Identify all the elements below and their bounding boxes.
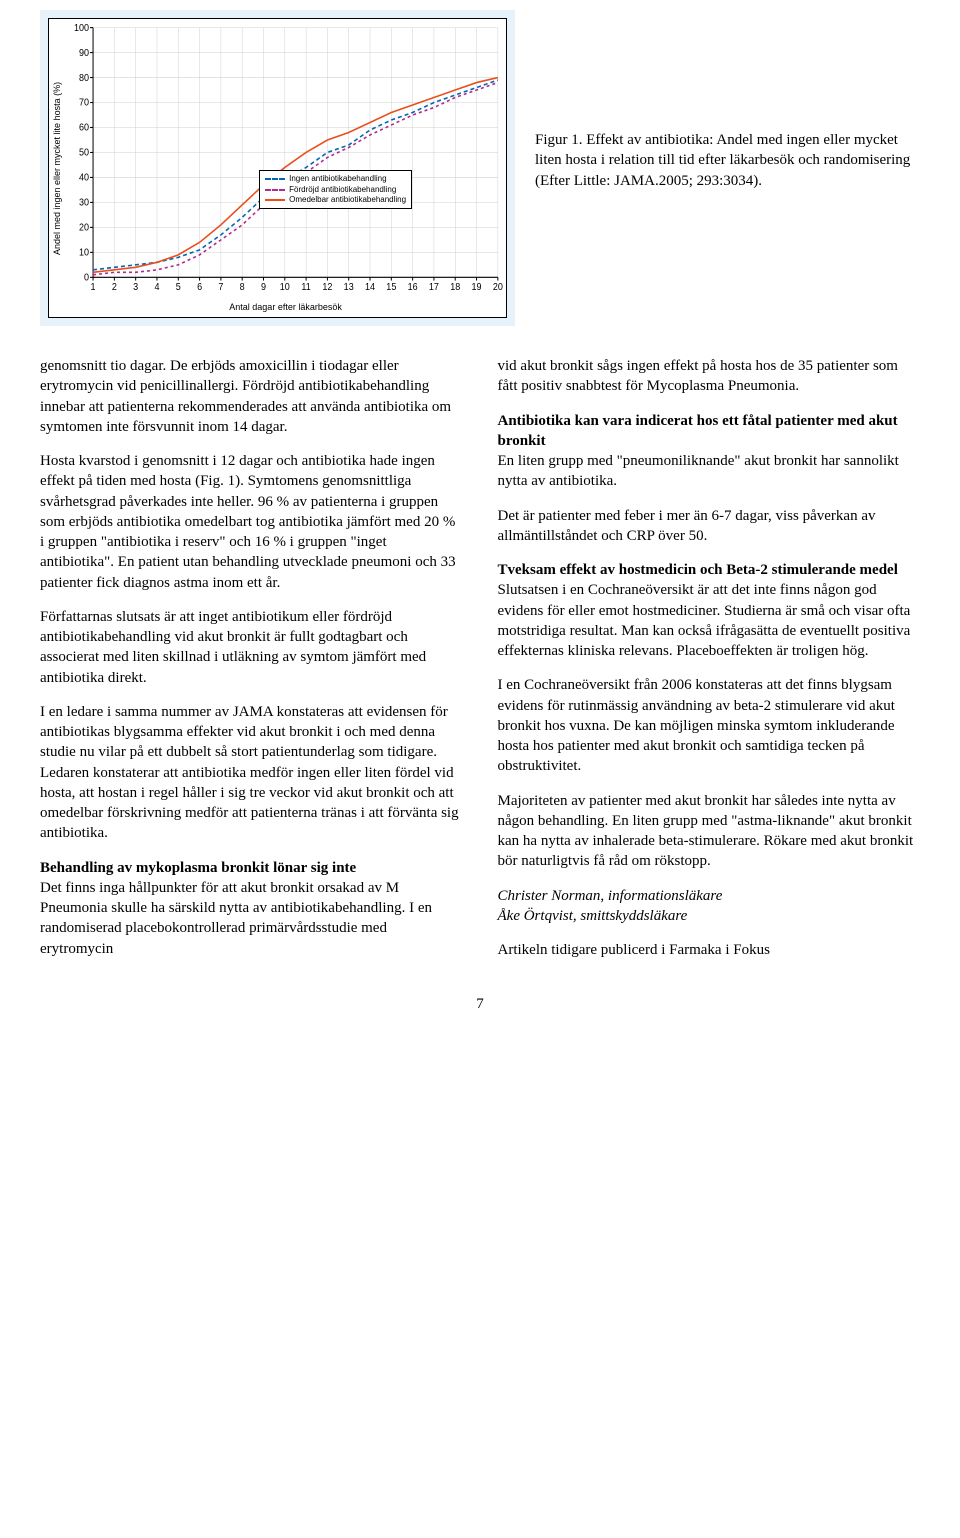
svg-text:3: 3 [133, 282, 138, 292]
svg-text:20: 20 [79, 222, 89, 232]
paragraph: En liten grupp med "pneumoniliknande" ak… [498, 451, 921, 492]
paragraph: Författarnas slutsats är att inget antib… [40, 607, 463, 688]
svg-text:18: 18 [450, 282, 460, 292]
chart-legend: Ingen antibiotikabehandling Fördröjd ant… [259, 170, 412, 209]
legend-item-1: Fördröjd antibiotikabehandling [289, 185, 396, 195]
svg-text:14: 14 [365, 282, 375, 292]
svg-text:17: 17 [429, 282, 439, 292]
figure-caption: Figur 1. Effekt av antibiotika: Andel me… [535, 10, 920, 191]
section-heading: Tveksam effekt av hostmedicin och Beta-2… [498, 560, 921, 580]
paragraph: I en Cochraneöversikt från 2006 konstate… [498, 675, 921, 776]
body-text-columns: genomsnitt tio dagar. De erbjöds amoxici… [40, 356, 920, 974]
svg-text:30: 30 [79, 197, 89, 207]
paragraph: Det är patienter med feber i mer än 6-7 … [498, 506, 921, 547]
svg-text:10: 10 [79, 247, 89, 257]
svg-text:7: 7 [219, 282, 224, 292]
article-footer: Artikeln tidigare publicerd i Farmaka i … [498, 940, 921, 960]
section-heading: Behandling av mykoplasma bronkit lönar s… [40, 858, 463, 878]
svg-text:13: 13 [344, 282, 354, 292]
svg-text:60: 60 [79, 122, 89, 132]
svg-text:90: 90 [79, 48, 89, 58]
svg-text:70: 70 [79, 97, 89, 107]
svg-text:16: 16 [408, 282, 418, 292]
svg-text:1: 1 [91, 282, 96, 292]
figure-row: Andel med ingen eller mycket lite hosta … [40, 10, 920, 326]
chart-y-axis-label: Andel med ingen eller mycket lite hosta … [49, 19, 65, 317]
svg-text:50: 50 [79, 147, 89, 157]
svg-text:6: 6 [197, 282, 202, 292]
svg-text:0: 0 [84, 272, 89, 282]
author-signature: Christer Norman, informationsläkare [498, 886, 921, 906]
chart: Andel med ingen eller mycket lite hosta … [48, 18, 507, 318]
chart-plot-area: 0102030405060708090100123456789101112131… [65, 19, 506, 299]
legend-item-2: Omedelbar antibiotikabehandling [289, 195, 406, 205]
svg-text:100: 100 [74, 23, 89, 33]
svg-text:80: 80 [79, 73, 89, 83]
paragraph: I en ledare i samma nummer av JAMA konst… [40, 702, 463, 844]
paragraph: Hosta kvarstod i genomsnitt i 12 dagar o… [40, 451, 463, 593]
svg-text:9: 9 [261, 282, 266, 292]
svg-text:11: 11 [302, 282, 311, 292]
legend-item-0: Ingen antibiotikabehandling [289, 174, 386, 184]
svg-text:40: 40 [79, 172, 89, 182]
paragraph: Majoriteten av patienter med akut bronki… [498, 791, 921, 872]
svg-text:2: 2 [112, 282, 117, 292]
svg-text:5: 5 [176, 282, 181, 292]
chart-container: Andel med ingen eller mycket lite hosta … [40, 10, 515, 326]
svg-text:19: 19 [472, 282, 482, 292]
paragraph: genomsnitt tio dagar. De erbjöds amoxici… [40, 356, 463, 437]
svg-text:8: 8 [240, 282, 245, 292]
paragraph: Slutsatsen i en Cochraneöversikt är att … [498, 580, 921, 661]
page-number: 7 [40, 994, 920, 1014]
svg-text:15: 15 [386, 282, 396, 292]
svg-text:12: 12 [323, 282, 333, 292]
chart-x-axis-label: Antal dagar efter läkarbesök [65, 299, 506, 317]
svg-text:10: 10 [280, 282, 290, 292]
author-signature: Åke Örtqvist, smittskyddsläkare [498, 906, 921, 926]
section-heading: Antibiotika kan vara indicerat hos ett f… [498, 411, 921, 452]
svg-text:20: 20 [493, 282, 503, 292]
paragraph: vid akut bronkit sågs ingen effekt på ho… [498, 356, 921, 397]
svg-text:4: 4 [155, 282, 160, 292]
paragraph: Det finns inga hållpunkter för att akut … [40, 878, 463, 959]
